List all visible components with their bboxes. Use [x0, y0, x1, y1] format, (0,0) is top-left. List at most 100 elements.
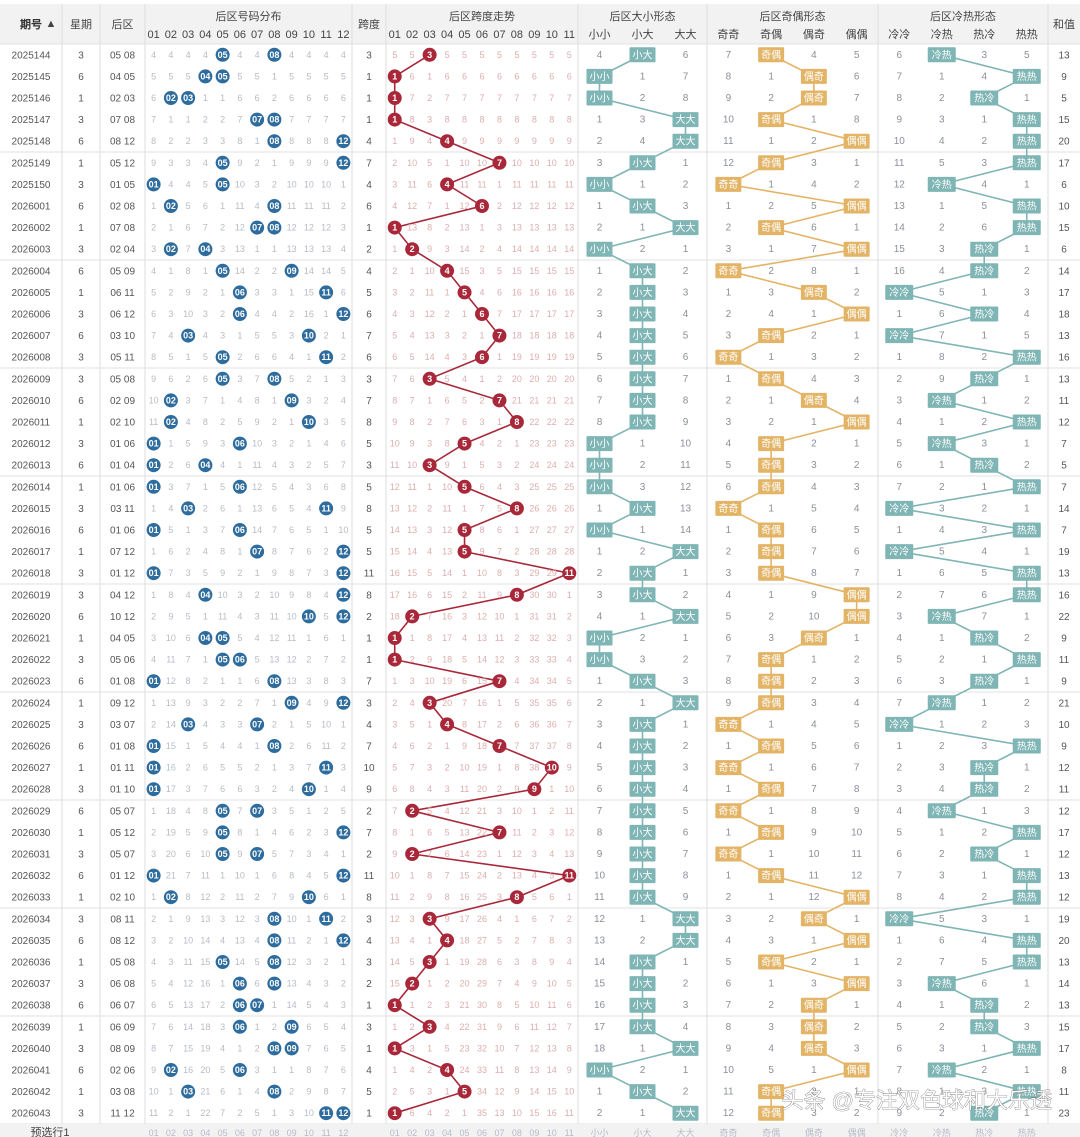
miss-count: 5	[151, 71, 156, 81]
miss-count: 2	[203, 503, 208, 513]
span-miss-count: 14	[547, 1065, 557, 1075]
span-miss-count: 8	[392, 827, 397, 837]
size-tag	[586, 90, 613, 106]
miss-count: 17	[200, 1000, 210, 1010]
span-miss-count: 8	[532, 957, 537, 967]
parity-miss-count: 2	[768, 417, 774, 428]
span-miss-count: 6	[410, 374, 415, 384]
footer-parity-option: 偶偶	[848, 1127, 866, 1137]
parity-tag	[715, 716, 742, 732]
weekday-cell: 1	[78, 1087, 84, 1098]
size-miss-count: 3	[683, 201, 689, 212]
span-miss-count: 5	[479, 460, 484, 470]
miss-count: 2	[220, 309, 225, 319]
miss-count: 7	[306, 568, 311, 578]
blue-ball-number: 07	[252, 115, 262, 125]
span-miss-count: 34	[477, 1087, 487, 1097]
blue-ball-number: 01	[149, 179, 159, 189]
parity-miss-count: 1	[768, 849, 774, 860]
size-tag-text: 大大	[676, 545, 696, 558]
size-tag	[629, 155, 656, 171]
parity-miss-count: 7	[811, 244, 817, 255]
size-miss-count: 4	[597, 741, 603, 752]
miss-count: 2	[306, 374, 311, 384]
footer-number-option: 10	[304, 1128, 314, 1137]
miss-count: 2	[324, 547, 329, 557]
span-miss-count: 21	[529, 395, 539, 405]
weekday-cell: 1	[78, 288, 84, 299]
hot-miss-count: 1	[896, 935, 902, 946]
miss-count: 5	[324, 611, 329, 621]
span-miss-count: 1	[497, 352, 502, 362]
size-miss-count: 1	[640, 439, 646, 450]
miss-count: 5	[255, 331, 260, 341]
miss-count: 2	[203, 676, 208, 686]
red-ball-number: 4	[445, 719, 450, 729]
span-miss-count: 4	[445, 806, 450, 816]
span-miss-count: 1	[392, 1065, 397, 1075]
size-miss-count: 1	[597, 201, 603, 212]
back-numbers-cell: 01 08	[110, 677, 135, 688]
sum-cell: 17	[1058, 1044, 1070, 1055]
miss-count: 9	[324, 158, 329, 168]
blue-ball	[267, 199, 282, 213]
miss-count: 11	[149, 1108, 158, 1118]
parity-miss-count: 1	[854, 633, 860, 644]
back-numbers-cell: 05 08	[110, 374, 135, 385]
parity-tag-text: 偶偶	[847, 891, 867, 904]
miss-count: 2	[220, 892, 225, 902]
footer-hot-option: 热冷	[975, 1127, 993, 1137]
parity-tag-text: 奇偶	[761, 1085, 781, 1098]
period-cell: 2026032	[12, 871, 51, 882]
size-miss-count: 8	[683, 871, 689, 882]
blue-ball	[198, 587, 213, 602]
parity-miss-count: 3	[768, 935, 774, 946]
miss-count: 7	[237, 115, 242, 125]
size-miss-count: 1	[640, 914, 646, 925]
back-numbers-cell: 01 12	[110, 569, 135, 580]
span-miss-count: 5	[532, 50, 537, 60]
parity-miss-count: 2	[768, 93, 774, 104]
miss-count: 16	[200, 979, 210, 989]
span-label: 05	[458, 29, 470, 41]
blue-ball	[267, 739, 282, 753]
miss-count: 20	[166, 849, 176, 859]
miss-count: 10	[183, 935, 193, 945]
miss-count: 3	[255, 287, 260, 297]
miss-count: 8	[186, 266, 191, 276]
size-miss-count: 4	[597, 50, 603, 61]
weekday-cell: 3	[78, 1044, 84, 1055]
parity-miss-count: 2	[768, 201, 774, 212]
span-miss-count: 8	[549, 115, 554, 125]
sum-cell: 5	[1061, 94, 1067, 105]
back-numbers-cell: 06 11	[110, 288, 135, 299]
parity-tag	[758, 220, 785, 236]
size-tag	[629, 976, 656, 992]
blue-ball-number: 05	[218, 266, 228, 276]
span-miss-count: 33	[529, 655, 539, 665]
miss-count: 5	[186, 439, 191, 449]
span-miss-count: 10	[564, 1087, 574, 1097]
red-ball	[440, 134, 455, 149]
span-cell: 8	[366, 893, 372, 904]
parity-tag-text: 偶奇	[804, 912, 824, 925]
sort-icon: ▲	[46, 18, 57, 30]
span-miss-count: 22	[460, 1022, 470, 1032]
miss-count: 8	[220, 547, 225, 557]
miss-count: 4	[220, 741, 225, 751]
miss-count: 5	[151, 287, 156, 297]
parity-miss-count: 2	[811, 331, 817, 342]
span-miss-count: 3	[567, 935, 572, 945]
size-tag	[629, 824, 656, 840]
blue-ball	[319, 350, 334, 365]
hot-miss-count: 2	[981, 827, 987, 838]
span-miss-count: 10	[512, 806, 522, 816]
hot-miss-count: 1	[1024, 503, 1030, 514]
miss-count: 8	[168, 590, 173, 600]
span-miss-count: 5	[410, 352, 415, 362]
span-miss-count: 32	[477, 1043, 487, 1053]
hot-cold-tag-text: 热热	[1017, 70, 1037, 83]
miss-count: 1	[341, 719, 346, 729]
hot-cold-tag	[1012, 565, 1041, 581]
hot-cold-tag	[1012, 868, 1041, 884]
